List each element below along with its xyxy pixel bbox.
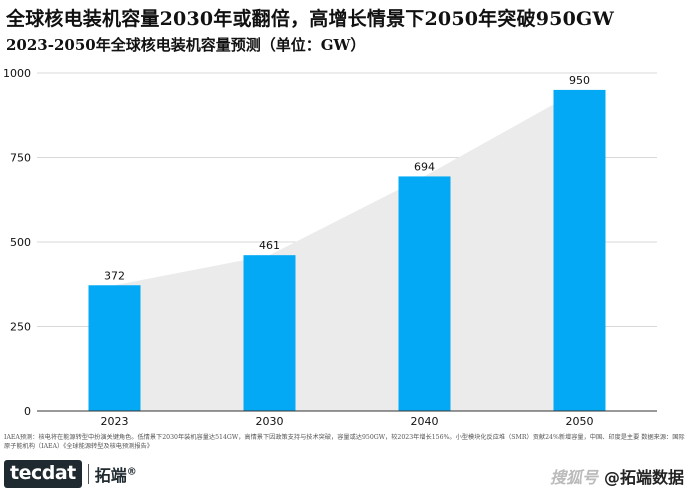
bar-value-label: 461: [259, 239, 280, 252]
bar-value-label: 950: [569, 74, 590, 87]
x-tick-label: 2030: [256, 415, 284, 428]
chart-title: 全球核电装机容量2030年或翻倍，高增长情景下2050年突破950GW: [6, 8, 614, 30]
chart-subtitle: 2023-2050年全球核电装机容量预测（单位：GW）: [6, 36, 366, 54]
footer: tecdat 拓端® 搜狐号 @拓端数据: [0, 458, 690, 494]
x-tick-label: 2023: [101, 415, 129, 428]
y-tick-label: 1000: [3, 67, 31, 80]
bar-2030: [243, 255, 296, 411]
brand-logo: tecdat 拓端®: [4, 460, 137, 488]
brand-name: tecdat: [4, 460, 82, 488]
y-tick-label: 750: [10, 152, 31, 165]
brand-divider: [87, 464, 89, 484]
x-tick-label: 2050: [566, 415, 594, 428]
watermark-text: @拓端数据: [603, 468, 684, 487]
y-tick-label: 500: [10, 236, 31, 249]
x-tick-label: 2040: [411, 415, 439, 428]
source-note: IAEA预测：核电将在能源转型中扮演关键角色。低情景下2030年装机容量达514…: [4, 434, 685, 450]
y-tick-label: 250: [10, 321, 31, 334]
watermark: 搜狐号 @拓端数据: [550, 464, 684, 488]
bar-2050: [553, 89, 606, 412]
bar-2023: [88, 285, 141, 411]
sohu-logo-icon: 搜狐号: [549, 468, 598, 487]
bar-value-label: 694: [414, 160, 435, 173]
y-tick-label: 0: [24, 405, 31, 418]
trend-area: [88, 89, 606, 412]
bar-chart: 372 461 694 950 0 250 500 750 1000 2023 2030 2040 20…: [3, 67, 657, 428]
brand-name-cn: 拓端®: [94, 466, 137, 485]
bar-2040: [398, 176, 451, 411]
bar-value-label: 372: [104, 269, 125, 282]
